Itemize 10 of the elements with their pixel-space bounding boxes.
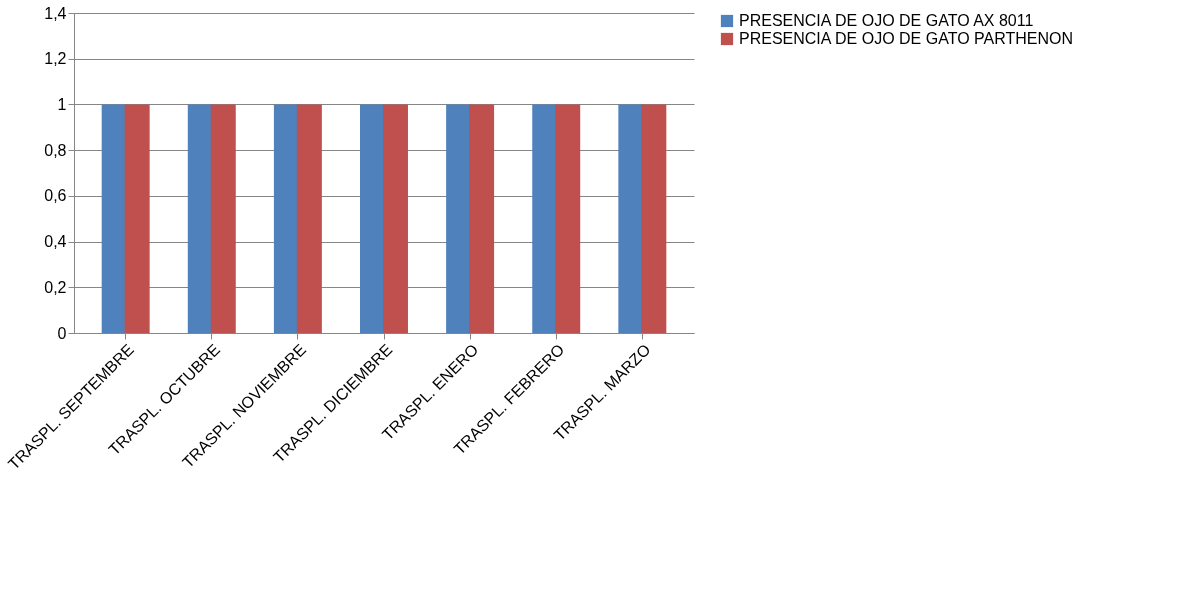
y-tick-label: 0,8 <box>44 141 67 159</box>
legend-label: PRESENCIA DE OJO DE GATO AX 8011 <box>739 12 1034 29</box>
y-tick-label: 0 <box>57 324 67 342</box>
y-tick-label: 1,2 <box>44 50 67 68</box>
y-tick-label: 0,4 <box>44 233 67 251</box>
legend-label: PRESENCIA DE OJO DE GATO PARTHENON <box>739 30 1073 47</box>
y-tick-label: 0,6 <box>44 187 67 205</box>
y-tick-label: 1,4 <box>44 4 67 22</box>
y-tick-label: 1 <box>57 95 67 113</box>
y-tick-label: 0,2 <box>44 278 67 296</box>
